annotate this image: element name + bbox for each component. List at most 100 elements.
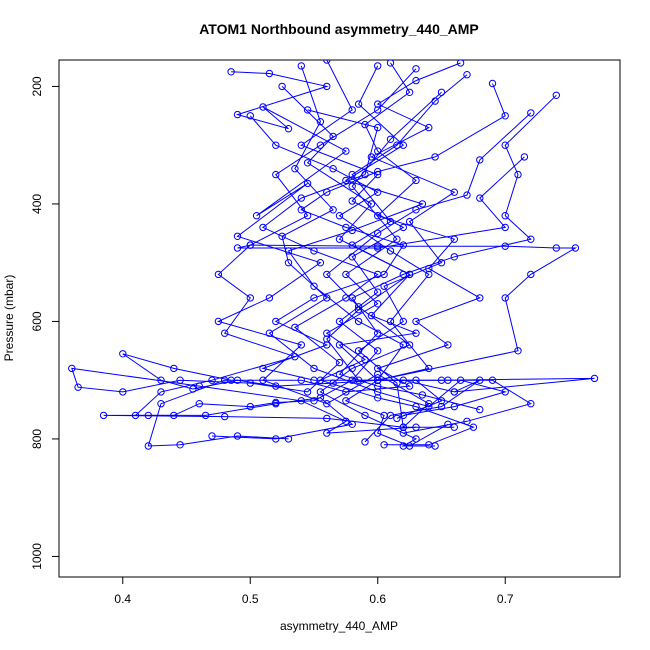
data-point <box>259 103 267 111</box>
data-point <box>450 188 458 196</box>
data-point <box>399 241 407 249</box>
data-point <box>425 270 433 279</box>
series-line <box>319 91 475 446</box>
data-point <box>348 294 356 302</box>
series-line <box>237 156 595 393</box>
x-axis-label: asymmetry_440_AMP <box>280 619 398 633</box>
data-point <box>374 394 382 402</box>
data-point <box>488 79 497 88</box>
data-point <box>316 394 325 402</box>
data-point <box>444 341 452 349</box>
data-point <box>361 120 369 129</box>
data-point <box>374 100 382 108</box>
data-point <box>463 191 471 199</box>
data-point <box>374 170 382 179</box>
data-point <box>412 317 420 326</box>
data-point <box>501 141 509 149</box>
data-point <box>329 206 337 214</box>
data-point <box>527 235 535 243</box>
x-tick-label: 0.7 <box>497 592 514 606</box>
data-point <box>399 442 407 450</box>
series-2 <box>284 62 452 450</box>
data-point <box>310 397 318 405</box>
data-point <box>361 438 369 446</box>
data-point <box>418 391 427 399</box>
y-tick-label: 400 <box>30 194 44 214</box>
data-point <box>176 441 184 449</box>
data-point <box>412 402 420 411</box>
y-tick-label: 1000 <box>30 543 44 570</box>
data-point <box>303 388 312 396</box>
series-14 <box>316 109 535 450</box>
data-point <box>246 112 255 120</box>
data-point <box>323 270 331 279</box>
data-point <box>527 400 535 408</box>
data-point <box>367 153 376 161</box>
data-point <box>265 329 274 337</box>
data-point <box>374 376 382 384</box>
data-point <box>412 65 420 73</box>
data-point <box>297 376 305 384</box>
data-point <box>412 329 420 337</box>
y-axis-label: Pressure (mbar) <box>2 275 16 362</box>
y-tick-label: 800 <box>30 429 44 449</box>
data-point <box>374 364 382 373</box>
data-point <box>456 60 465 67</box>
data-point <box>68 364 76 373</box>
data-point <box>316 118 325 126</box>
series-line <box>319 112 532 447</box>
data-point <box>329 132 337 141</box>
data-point <box>214 270 223 279</box>
series-line <box>281 86 481 443</box>
data-point <box>342 147 350 155</box>
data-point <box>348 170 356 179</box>
data-point <box>476 294 484 302</box>
data-point <box>386 217 395 226</box>
data-point <box>374 106 382 114</box>
x-tick-label: 0.6 <box>369 592 386 606</box>
data-point <box>374 229 382 238</box>
data-point <box>348 182 356 191</box>
data-point <box>501 388 509 396</box>
data-point <box>450 388 458 396</box>
data-point <box>329 379 337 387</box>
data-point <box>170 411 178 420</box>
data-point <box>323 414 331 423</box>
data-point <box>323 294 331 302</box>
series-13 <box>335 91 560 414</box>
data-point <box>291 165 299 173</box>
data-point <box>348 197 356 205</box>
data-point <box>501 223 509 232</box>
data-point <box>374 62 382 70</box>
data-point <box>329 165 337 173</box>
data-point <box>418 200 427 208</box>
series-line <box>261 83 533 434</box>
data-point <box>437 376 446 384</box>
data-point <box>323 429 331 437</box>
data-point <box>316 388 325 396</box>
series-line <box>103 60 455 428</box>
data-point <box>323 400 331 408</box>
data-point <box>265 294 274 302</box>
data-point <box>405 217 414 226</box>
data-point <box>527 109 535 117</box>
data-point <box>157 376 165 384</box>
data-point <box>176 376 184 384</box>
data-point <box>342 388 350 396</box>
data-point <box>246 402 255 411</box>
data-point <box>399 423 407 431</box>
series-line <box>338 94 557 411</box>
data-point <box>348 376 356 384</box>
data-point <box>323 60 331 64</box>
data-point <box>386 247 395 255</box>
data-point <box>99 411 108 420</box>
data-point <box>412 206 420 214</box>
data-point <box>405 341 414 349</box>
data-point <box>552 91 560 100</box>
data-point <box>74 383 82 391</box>
data-point <box>386 135 395 144</box>
data-point <box>488 376 497 384</box>
data-point <box>297 194 305 202</box>
data-point <box>335 235 344 243</box>
